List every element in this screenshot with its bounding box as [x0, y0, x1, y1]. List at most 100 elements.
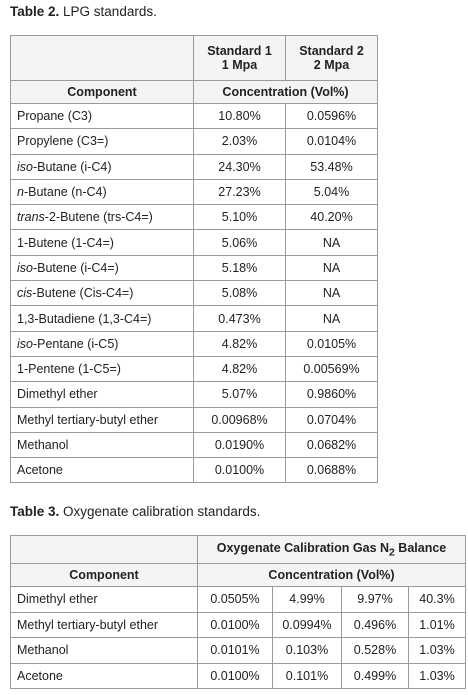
value-cell: 0.0101%	[197, 637, 273, 664]
component-header: Component	[10, 563, 198, 587]
value-cell: 0.0104%	[285, 128, 378, 155]
value-cell: NA	[285, 254, 378, 282]
component-cell: iso-Butene (i-C4=)	[10, 254, 194, 282]
data-row: Methyl tertiary-butyl ether 0.00968% 0.070…	[10, 406, 378, 433]
value-cell: 0.00968%	[193, 406, 286, 433]
value-cell: 0.0994%	[272, 611, 342, 638]
component-cell: Propane (C3)	[10, 102, 194, 130]
blank-header	[10, 535, 198, 564]
data-row: cis-Butene (Cis-C4=) 5.08% NA	[10, 280, 378, 307]
table3: Oxygenate Calibration Gas N2 Balance Com…	[10, 535, 466, 689]
blank-header	[10, 35, 194, 81]
value-cell: 5.08%	[193, 280, 286, 307]
value-cell: 0.101%	[272, 662, 342, 689]
italic-prefix: cis	[17, 286, 33, 301]
data-row: iso-Butene (i-C4=) 5.18% NA	[10, 254, 378, 282]
value-cell: 0.0100%	[197, 662, 273, 689]
std-line: 2 Mpa	[313, 58, 350, 72]
std-line: 1 Mpa	[221, 58, 258, 72]
value-cell: 53.48%	[285, 153, 378, 180]
value-cell: 9.97%	[341, 586, 409, 613]
data-row: Propylene (C3=) 2.03% 0.0104%	[10, 128, 378, 155]
value-cell: 0.496%	[341, 611, 409, 638]
italic-prefix: iso	[17, 336, 33, 351]
caption-text: LPG standards.	[59, 4, 157, 19]
data-row: 1-Pentene (1-C5=) 4.82% 0.00569%	[10, 355, 378, 383]
component-rest: -Butene (i-C4=)	[32, 260, 119, 275]
table2-caption: Table 2. LPG standards.	[10, 4, 157, 19]
title-sub: 2	[389, 547, 395, 559]
value-cell: 24.30%	[193, 153, 286, 180]
concentration-header: Concentration (Vol%)	[197, 563, 466, 587]
std-line: Standard 2	[299, 44, 364, 58]
value-cell: 0.0704%	[285, 406, 378, 433]
component-cell: Acetone	[10, 662, 198, 689]
component-rest: -Pentane (i-C5)	[32, 336, 119, 351]
value-cell: 0.0505%	[197, 586, 273, 613]
component-cell: iso-Pentane (i-C5)	[10, 330, 194, 357]
component-cell: Methyl tertiary-butyl ether	[10, 406, 194, 433]
data-row: Methanol 0.0101% 0.103% 0.528% 1.03%	[10, 637, 466, 664]
component-cell: Dimethyl ether	[10, 381, 194, 408]
value-cell: 40.20%	[285, 204, 378, 231]
component-cell: Methyl tertiary-butyl ether	[10, 611, 198, 638]
value-cell: NA	[285, 305, 378, 332]
component-cell: trans-2-Butene (trs-C4=)	[10, 204, 194, 231]
component-cell: cis-Butene (Cis-C4=)	[10, 280, 194, 307]
component-cell: n-Butane (n-C4)	[10, 178, 194, 206]
italic-prefix: iso	[17, 159, 33, 174]
value-cell: 27.23%	[193, 178, 286, 206]
component-cell: Methanol	[10, 637, 198, 664]
data-row: Propane (C3) 10.80% 0.0596%	[10, 102, 378, 130]
value-cell: 0.0105%	[285, 330, 378, 357]
data-row: iso-Butane (i-C4) 24.30% 53.48%	[10, 153, 378, 180]
component-rest: -2-Butene (trs-C4=)	[44, 210, 153, 225]
title-part: Oxygenate Calibration Gas N	[216, 540, 390, 555]
value-cell: 5.06%	[193, 229, 286, 256]
title-part: Balance	[394, 540, 447, 555]
value-cell: 1.01%	[408, 611, 466, 638]
italic-prefix: trans	[17, 210, 45, 225]
caption-text: Oxygenate calibration standards.	[59, 504, 261, 519]
data-row: Methanol 0.0190% 0.0682%	[10, 431, 378, 459]
component-cell: Methanol	[10, 431, 194, 459]
value-cell: 0.00569%	[285, 355, 378, 383]
header-row: Component Concentration (Vol%)	[10, 80, 378, 104]
value-cell: 0.0100%	[197, 611, 273, 638]
value-cell: 4.82%	[193, 355, 286, 383]
component-cell: 1-Butene (1-C4=)	[10, 229, 194, 256]
data-row: Methyl tertiary-butyl ether 0.0100% 0.0994…	[10, 611, 466, 638]
table3-caption: Table 3. Oxygenate calibration standards…	[10, 504, 260, 519]
data-row: 1-Butene (1-C4=) 5.06% NA	[10, 229, 378, 256]
component-header: Component	[10, 80, 194, 104]
data-row: Acetone 0.0100% 0.0688%	[10, 457, 378, 484]
component-cell: iso-Butane (i-C4)	[10, 153, 194, 180]
gas-header: Oxygenate Calibration Gas N2 Balance	[197, 535, 466, 564]
header-row: Oxygenate Calibration Gas N2 Balance	[10, 535, 466, 564]
value-cell: 0.499%	[341, 662, 409, 689]
value-cell: 2.03%	[193, 128, 286, 155]
data-row: Dimethyl ether 0.0505% 4.99% 9.97% 40.3%	[10, 586, 466, 613]
value-cell: 1.03%	[408, 637, 466, 664]
data-row: trans-2-Butene (trs-C4=) 5.10% 40.20%	[10, 204, 378, 231]
value-cell: 0.0682%	[285, 431, 378, 459]
value-cell: NA	[285, 280, 378, 307]
value-cell: 0.528%	[341, 637, 409, 664]
value-cell: 0.103%	[272, 637, 342, 664]
component-cell: Propylene (C3=)	[10, 128, 194, 155]
std-line: Standard 1	[207, 44, 272, 58]
data-row: Acetone 0.0100% 0.101% 0.499% 1.03%	[10, 662, 466, 689]
concentration-header: Concentration (Vol%)	[193, 80, 378, 104]
caption-label: Table 2.	[10, 4, 60, 19]
italic-prefix: n	[17, 185, 24, 200]
header-row: Component Concentration (Vol%)	[10, 563, 466, 587]
data-row: Dimethyl ether 5.07% 0.9860%	[10, 381, 378, 408]
value-cell: 0.0100%	[193, 457, 286, 484]
data-row: n-Butane (n-C4) 27.23% 5.04%	[10, 178, 378, 206]
value-cell: 5.18%	[193, 254, 286, 282]
